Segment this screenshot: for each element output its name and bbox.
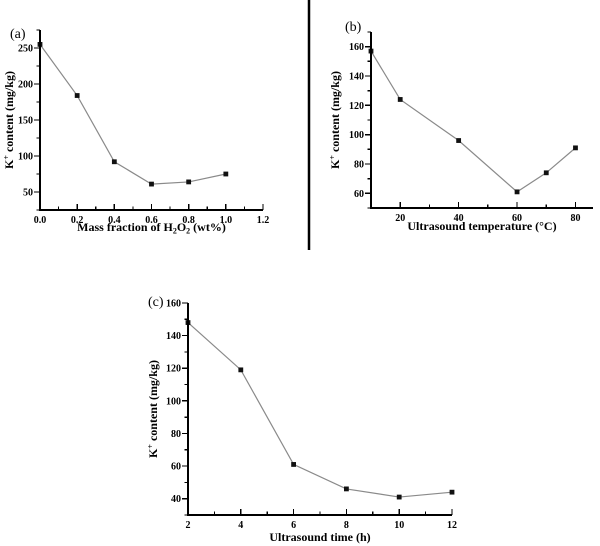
y-tick-label: 50 [23,188,33,199]
x-tick-label: 12 [447,520,457,531]
data-point [291,462,296,467]
x-tick-label: 0.0 [34,215,47,226]
data-point [111,159,117,165]
y-tick-label: 120 [349,101,364,112]
data-line [370,50,576,193]
y-axis-title: K+ content (mg/kg) [328,71,342,169]
y-axis-title: K+ content (mg/kg) [146,360,160,458]
x-tick-label: 0.8 [182,215,195,226]
x-tick-label: 60 [512,213,522,224]
x-tick-label: 10 [394,520,404,531]
x-axis-title: Ultrasound temperature (°C) [407,219,556,233]
y-tick-label: 140 [166,331,181,342]
y-tick-label: 40 [171,494,181,505]
x-tick-label: 0.2 [71,215,84,226]
data-point [74,93,80,98]
x-tick-label: 20 [395,213,405,224]
y-tick-label: 80 [171,429,181,440]
x-axis-title: Mass fraction of H2O2 (wt%) [77,220,226,236]
y-tick-label: 120 [166,364,181,375]
panel-label: (a) [10,27,26,42]
y-tick-label: 100 [166,396,181,407]
x-tick-label: 4 [238,520,243,531]
data-point [344,486,349,492]
panel-label: (b) [345,20,362,35]
data-point [223,171,229,177]
data-point [514,189,520,195]
y-axis-title: K+ content (mg/kg) [2,71,16,169]
data-point [186,179,192,185]
data-point [573,145,578,151]
data-point [543,170,549,176]
data-point [449,489,455,495]
y-tick-label: 60 [354,189,364,200]
x-tick-label: 80 [570,213,580,224]
data-point [397,97,403,102]
x-tick-label: 8 [344,520,349,531]
x-tick-label: 0.4 [108,215,121,226]
chart-b: 20 40 60 80 60 80 100 120 140 160 Ultrasound tempe… [328,20,593,233]
x-tick-label: 2 [186,520,191,531]
chart-a: 0.0 0.2 0.4 0.6 0.8 1.0 1.2 50 100 150 200 250 Mass … [2,27,269,236]
x-axis-title: Ultrasound time (h) [269,530,370,544]
y-tick-label: 80 [354,160,364,171]
data-point [456,138,462,143]
y-tick-label: 160 [166,299,181,310]
y-tick-label: 150 [18,116,33,127]
panel-label: (c) [148,295,164,310]
y-tick-label: 60 [171,462,181,473]
y-tick-label: 200 [18,80,33,91]
data-line [187,322,453,498]
chart-c: 2 4 6 8 10 12 40 60 80 100 120 140 160 Ultrasound tim… [146,295,457,544]
data-line [39,44,226,185]
data-point [396,494,402,500]
y-tick-label: 250 [18,44,33,55]
x-tick-label: 6 [291,520,296,531]
data-point [149,181,154,187]
y-tick-label: 100 [349,130,364,141]
y-tick-label: 160 [349,42,364,53]
x-tick-label: 1.2 [257,215,270,226]
x-tick-label: 1.0 [220,215,233,226]
data-point [238,367,244,373]
y-tick-label: 140 [349,72,364,83]
y-tick-label: 100 [18,152,33,163]
x-tick-label: 40 [454,213,464,224]
x-tick-label: 0.6 [145,215,158,226]
